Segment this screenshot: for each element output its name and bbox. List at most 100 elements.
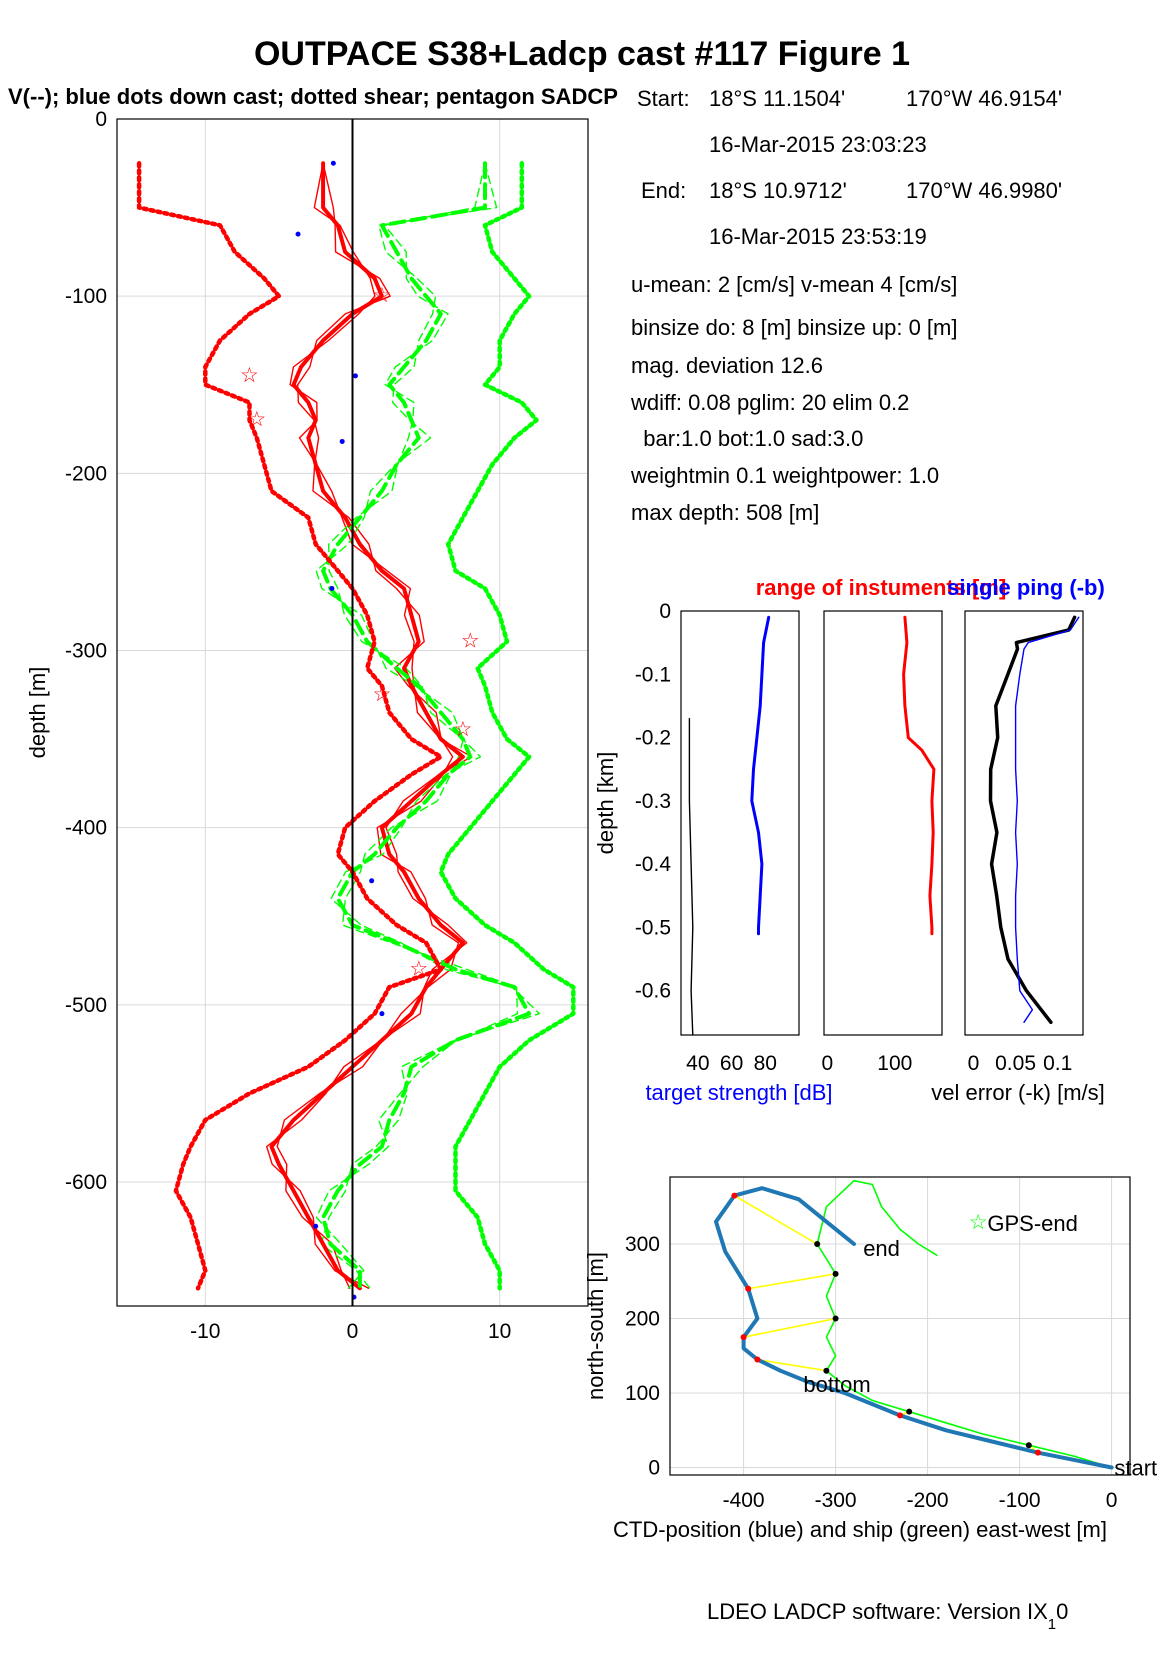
ship-time-marker (814, 1241, 821, 1248)
end-label: end (863, 1236, 900, 1261)
x-tick-label: 0 (968, 1052, 980, 1075)
start-time: 16-Mar-2015 23:03:23 (709, 132, 927, 157)
x-axis-label: target strength [dB] (645, 1080, 832, 1105)
position-plot: -400 -300 -200 -100 0 0 100 200 300 ☆ GPS-end end bo… (583, 1176, 1157, 1542)
series-trace (320, 162, 541, 1290)
range-plot: 0 100 (822, 610, 943, 1075)
y-tick-label: -400 (65, 817, 107, 840)
time-connector (757, 1358, 827, 1372)
start-longitude: 170°W 46.9154' (906, 86, 1062, 111)
figure-subtitle: V(--); blue dots down cast; dotted shear… (8, 84, 618, 109)
downcast-dot (379, 1011, 385, 1017)
ctd-time-marker (745, 1285, 752, 1292)
target-strength-line (750, 615, 771, 936)
series-trace (276, 162, 460, 1290)
time-connector (748, 1273, 836, 1290)
panel-frame (680, 610, 800, 1036)
series-v-envelope (438, 161, 576, 1291)
end-label: End: (641, 178, 686, 203)
sadcp-marker: ☆ (373, 683, 392, 706)
x-tick-label: 0.05 (995, 1052, 1036, 1075)
series-trace (315, 162, 519, 1290)
ctd-track (714, 1186, 1114, 1470)
ctd-time-marker (754, 1356, 761, 1363)
max-depth: max depth: 508 [m] (631, 500, 819, 525)
sadcp-marker: ☆ (247, 408, 266, 431)
ship-track (816, 1179, 1113, 1469)
sadcp-marker: ☆ (240, 364, 259, 387)
start-label: Start: (637, 86, 690, 111)
y-tick-label: -0.2 (635, 727, 671, 750)
footer-end: 0 (1056, 1599, 1068, 1624)
ctd-time-marker (731, 1192, 738, 1199)
y-tick-label: 0 (648, 1457, 660, 1480)
series-u-mean (269, 161, 465, 1291)
x-tick-label: 0 (822, 1052, 834, 1075)
time-connector (743, 1317, 836, 1338)
ship-time-marker (1025, 1442, 1032, 1449)
ship-time-marker (823, 1367, 830, 1374)
y-tick-label: 200 (625, 1308, 660, 1331)
y-tick-label: -600 (65, 1171, 107, 1194)
downcast-dot (329, 585, 335, 591)
y-tick-label: -0.6 (635, 980, 671, 1003)
bottom-label: bottom (803, 1372, 870, 1397)
panel-frame (964, 610, 1084, 1036)
end-longitude: 170°W 46.9980' (906, 178, 1062, 203)
series-u-envelope (136, 161, 444, 1291)
ctd-time-marker (897, 1412, 903, 1419)
plot-frame (669, 1176, 1131, 1476)
time-connector (733, 1194, 818, 1245)
y-tick-label: -200 (65, 462, 107, 485)
wdiff: wdiff: 0.08 pglim: 20 elim 0.2 (630, 390, 909, 415)
x-tick-label: -200 (907, 1489, 949, 1512)
weight-params: weightmin 0.1 weightpower: 1.0 (630, 463, 939, 488)
target-strength-plot: 0 -0.1 -0.2 -0.3 -0.4 -0.5 -0.6 40 60 80 depth [km… (593, 575, 1006, 1105)
y-axis-label: depth [km] (593, 752, 618, 855)
downcast-dot (330, 160, 336, 166)
y-tick-label: -0.3 (635, 790, 671, 813)
downcast-dot (295, 231, 301, 237)
mean-velocity: u-mean: 2 [cm/s] v-mean 4 [cm/s] (631, 272, 957, 297)
y-tick-label: -0.5 (635, 916, 671, 939)
x-tick-label: 0 (347, 1320, 359, 1343)
panel-frame (823, 610, 943, 1036)
sadcp-marker: ☆ (409, 957, 428, 980)
panel-title-range: range of instuments [m] (756, 575, 1007, 600)
instrument-range-line (902, 615, 936, 936)
footer-subscript: 1 (1048, 1616, 1056, 1633)
bar-weights: bar:1.0 bot:1.0 sad:3.0 (631, 426, 863, 451)
x-tick-label: 80 (754, 1052, 777, 1075)
y-tick-label: -500 (65, 994, 107, 1017)
cast-info: Start: 18°S 11.1504' 170°W 46.9154' 16-M… (630, 86, 1062, 525)
x-axis-label: CTD-position (blue) and ship (green) eas… (613, 1517, 1107, 1542)
ctd-time-marker (740, 1334, 747, 1341)
y-tick-label: 300 (625, 1233, 660, 1256)
panel-title-single-ping: single ping (-b) (947, 575, 1105, 600)
plot-frame (116, 118, 589, 1307)
binsize: binsize do: 8 [m] binsize up: 0 [m] (631, 315, 958, 340)
y-tick-label: -100 (65, 285, 107, 308)
downcast-dot (313, 1223, 319, 1229)
ship-time-marker (832, 1315, 839, 1322)
noise-level-line (688, 717, 694, 1036)
single-ping-error-line (1014, 616, 1080, 1023)
x-tick-label: 0 (1106, 1489, 1118, 1512)
start-label: start (1114, 1456, 1157, 1481)
x-tick-label: 10 (488, 1320, 511, 1343)
mag-deviation: mag. deviation 12.6 (631, 353, 823, 378)
y-tick-label: 0 (659, 600, 671, 623)
y-tick-label: -0.4 (635, 853, 672, 876)
end-latitude: 18°S 10.9712' (709, 178, 847, 203)
series-trace (266, 162, 473, 1290)
x-tick-label: 0.1 (1043, 1052, 1072, 1075)
series-v-mean (321, 161, 532, 1291)
gps-end-label: GPS-end (987, 1211, 1078, 1236)
downcast-dot (369, 878, 375, 884)
x-tick-label: -400 (723, 1489, 765, 1512)
end-time: 16-Mar-2015 23:53:19 (709, 224, 927, 249)
downcast-dot (352, 373, 358, 379)
footer-text: LDEO LADCP software: Version IX (707, 1599, 1048, 1624)
